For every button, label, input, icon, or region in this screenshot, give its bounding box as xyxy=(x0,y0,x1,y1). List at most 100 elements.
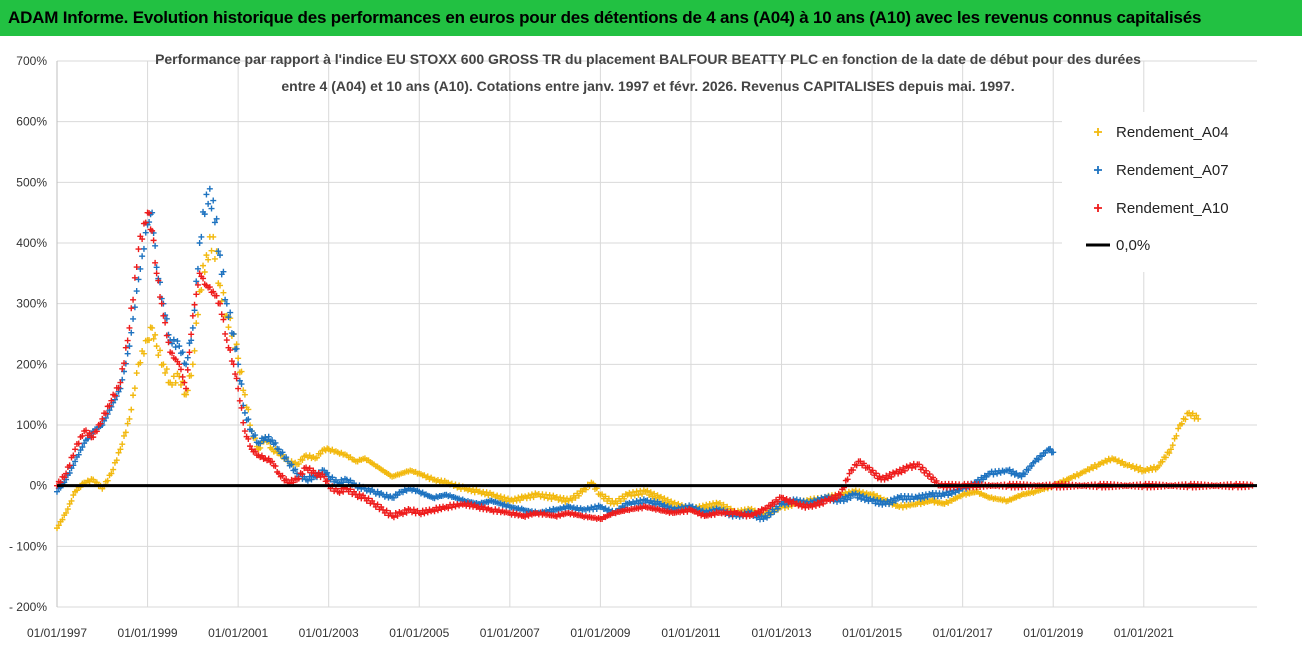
data-point-rendement-a10 xyxy=(157,294,164,301)
data-point-rendement-a07 xyxy=(247,426,254,433)
data-point-rendement-a10 xyxy=(356,491,363,498)
data-point-rendement-a10 xyxy=(410,506,417,513)
data-point-rendement-a04 xyxy=(664,496,671,503)
data-point-rendement-a04 xyxy=(647,489,654,496)
data-point-rendement-a04 xyxy=(654,492,661,499)
data-point-rendement-a10 xyxy=(834,494,840,501)
data-point-rendement-a04 xyxy=(299,457,306,464)
data-point-rendement-a07 xyxy=(854,494,861,501)
data-point-rendement-a04 xyxy=(110,466,117,473)
data-point-rendement-a04 xyxy=(668,498,675,505)
data-point-rendement-a10 xyxy=(220,316,227,323)
data-point-rendement-a10 xyxy=(133,264,140,271)
data-point-rendement-a07 xyxy=(292,466,299,473)
data-point-rendement-a07 xyxy=(220,268,227,275)
data-point-rendement-a10 xyxy=(354,494,361,501)
data-point-rendement-a10 xyxy=(150,237,157,244)
y-tick-label: 100% xyxy=(16,418,47,432)
data-point-rendement-a10 xyxy=(365,495,372,502)
data-point-rendement-a07 xyxy=(505,502,512,509)
x-tick-label: 01/01/2021 xyxy=(1114,626,1174,640)
data-point-rendement-a07 xyxy=(272,439,279,446)
chart-area: - 200% - 100% 0% 100% 200% 300% 400% 500% 600% 70… xyxy=(0,36,1302,647)
data-point-rendement-a07 xyxy=(279,449,286,456)
data-point-rendement-a07 xyxy=(198,233,205,240)
data-point-rendement-a10 xyxy=(230,361,237,368)
data-point-rendement-a10 xyxy=(236,397,243,404)
data-point-rendement-a10 xyxy=(179,373,186,380)
data-point-rendement-a10 xyxy=(258,452,265,459)
data-point-rendement-a10 xyxy=(640,503,647,510)
data-point-rendement-a07 xyxy=(414,487,421,494)
data-point-rendement-a07 xyxy=(217,252,224,259)
data-point-rendement-a04 xyxy=(957,493,964,500)
data-point-rendement-a07 xyxy=(188,337,195,344)
data-point-rendement-a04 xyxy=(235,355,242,362)
data-point-rendement-a04 xyxy=(208,247,215,254)
data-point-rendement-a04 xyxy=(189,361,196,368)
data-point-rendement-a07 xyxy=(211,219,218,226)
data-point-rendement-a04 xyxy=(548,495,555,502)
data-point-rendement-a10 xyxy=(758,506,765,513)
data-point-rendement-a07 xyxy=(595,502,602,509)
data-point-rendement-a04 xyxy=(575,492,582,499)
data-point-rendement-a04 xyxy=(104,477,111,484)
data-point-rendement-a04 xyxy=(473,486,480,493)
data-point-rendement-a07 xyxy=(487,497,494,504)
data-point-rendement-a10 xyxy=(227,347,234,354)
data-point-rendement-a07 xyxy=(459,496,466,503)
data-point-rendement-a04 xyxy=(351,456,358,463)
data-point-rendement-a10 xyxy=(183,385,190,392)
data-point-rendement-a07 xyxy=(1038,453,1045,460)
data-point-rendement-a04 xyxy=(622,491,629,498)
data-point-rendement-a04 xyxy=(292,459,299,466)
data-point-rendement-a07 xyxy=(1021,471,1028,478)
data-point-rendement-a10 xyxy=(147,226,154,233)
data-point-rendement-a04 xyxy=(117,446,124,453)
data-point-rendement-a04 xyxy=(295,460,302,467)
data-point-rendement-a04 xyxy=(128,406,135,413)
data-point-rendement-a04 xyxy=(569,496,576,503)
data-point-rendement-a04 xyxy=(267,444,274,451)
data-point-rendement-a10 xyxy=(319,471,326,478)
data-point-rendement-a10 xyxy=(260,455,267,462)
data-point-rendement-a04 xyxy=(378,466,385,473)
data-point-rendement-a07 xyxy=(774,505,781,512)
data-point-rendement-a10 xyxy=(351,488,358,495)
data-point-rendement-a10 xyxy=(686,505,693,512)
data-point-rendement-a04 xyxy=(428,474,435,481)
data-point-rendement-a04 xyxy=(162,369,169,376)
data-point-rendement-a07 xyxy=(870,496,877,503)
data-point-rendement-a04 xyxy=(122,429,129,436)
data-point-rendement-a10 xyxy=(378,503,385,510)
data-point-rendement-a10 xyxy=(86,430,93,437)
data-point-rendement-a07 xyxy=(208,205,215,212)
data-point-rendement-a10 xyxy=(158,300,165,307)
data-point-rendement-a10 xyxy=(200,275,207,282)
data-point-rendement-a07 xyxy=(874,497,881,504)
data-point-rendement-a10 xyxy=(189,312,196,319)
data-point-rendement-a10 xyxy=(82,427,89,434)
data-point-rendement-a10 xyxy=(774,498,781,505)
data-point-rendement-a07 xyxy=(308,476,315,483)
axis-layer: - 200% - 100% 0% 100% 200% 300% 400% 500% 600% 70… xyxy=(9,54,1174,640)
legend-marker-rendement-a07 xyxy=(1094,166,1102,174)
data-point-rendement-a07 xyxy=(222,296,229,303)
data-point-rendement-a10 xyxy=(117,379,124,386)
series-rendement-a10 xyxy=(54,209,1256,523)
data-point-rendement-a10 xyxy=(306,465,313,472)
y-tick-label: 300% xyxy=(16,297,47,311)
data-point-rendement-a07 xyxy=(1035,456,1042,463)
data-point-rendement-a10 xyxy=(222,330,229,337)
data-point-rendement-a04 xyxy=(198,286,205,293)
data-point-rendement-a10 xyxy=(146,210,153,217)
data-point-rendement-a10 xyxy=(399,511,406,518)
data-point-rendement-a04 xyxy=(174,370,181,377)
data-point-rendement-a10 xyxy=(324,477,331,484)
data-point-rendement-a07 xyxy=(605,506,612,513)
data-point-rendement-a10 xyxy=(181,379,188,386)
data-point-rendement-a10 xyxy=(884,475,891,482)
data-point-rendement-a04 xyxy=(621,495,628,502)
data-point-rendement-a04 xyxy=(1178,420,1185,427)
data-point-rendement-a10 xyxy=(274,469,281,476)
